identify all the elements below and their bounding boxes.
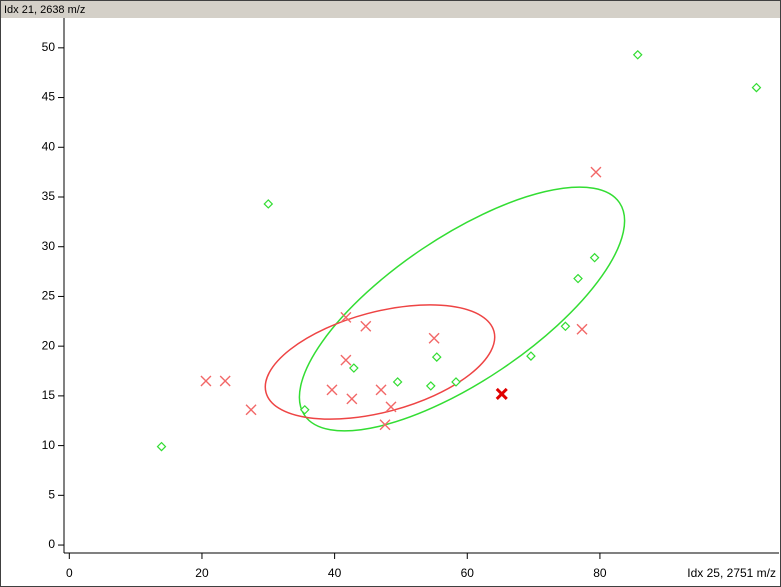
x-axis-label: Idx 25, 2751 m/z [687, 566, 776, 580]
diamond-marker [451, 377, 461, 387]
diamond-marker [589, 252, 600, 263]
point [632, 49, 643, 60]
point [751, 82, 762, 93]
diamond-marker [156, 441, 167, 452]
diamond-marker [573, 273, 583, 284]
y-tick-label: 35 [42, 189, 56, 203]
point [245, 404, 257, 416]
point [495, 387, 508, 400]
red-ellipse [264, 304, 496, 420]
green-ellipse [298, 186, 626, 432]
x-marker [200, 375, 212, 387]
point [375, 384, 387, 396]
y-tick-label: 20 [42, 338, 56, 352]
x-marker [245, 404, 257, 416]
y-tick-label: 10 [42, 438, 56, 452]
x-tick-label: 0 [66, 566, 73, 580]
x-marker [428, 332, 440, 344]
x-tick-label: 60 [461, 566, 475, 580]
x-marker [360, 320, 372, 332]
point [451, 377, 461, 387]
diamond-marker [526, 351, 536, 361]
y-tick-label: 50 [42, 40, 56, 54]
point [590, 166, 602, 178]
x-marker [590, 166, 602, 178]
y-tick-label: 45 [42, 90, 56, 104]
y-axis-label: Idx 21, 2638 m/z [4, 4, 85, 16]
x-marker [326, 384, 338, 396]
point [360, 320, 372, 332]
x-marker [346, 393, 358, 405]
point [348, 363, 359, 373]
y-tick-label: 25 [42, 289, 56, 303]
point [156, 441, 167, 452]
point [425, 381, 436, 391]
x-marker [576, 323, 588, 335]
diamond-marker [392, 377, 403, 387]
x-marker [219, 375, 231, 387]
x-marker [375, 384, 387, 396]
point [200, 375, 212, 387]
point [379, 419, 391, 431]
x-marker [340, 311, 352, 323]
point [385, 401, 397, 413]
diamond-marker [299, 404, 310, 415]
point [340, 311, 352, 323]
point [326, 384, 338, 396]
point [392, 377, 403, 387]
point [589, 252, 600, 263]
point [219, 375, 231, 387]
x-tick-label: 40 [328, 566, 342, 580]
point [299, 404, 310, 415]
point [428, 332, 440, 344]
x-tick-label: 20 [195, 566, 209, 580]
diamond-marker [425, 381, 436, 391]
point [340, 354, 352, 366]
x-marker [379, 419, 391, 431]
y-tick-label: 40 [42, 139, 56, 153]
x-marker [340, 354, 352, 366]
point [526, 351, 536, 361]
point [576, 323, 588, 335]
x-tick-label: 80 [593, 566, 607, 580]
diamond-marker [348, 363, 359, 373]
y-tick-label: 0 [48, 537, 55, 551]
point [560, 321, 571, 332]
diamond-marker [632, 49, 643, 60]
x-marker-bold [495, 387, 508, 400]
diamond-marker [751, 82, 762, 93]
title-bar [1, 1, 780, 18]
y-tick-label: 30 [42, 239, 56, 253]
diamond-marker [560, 321, 571, 332]
point [346, 393, 358, 405]
diamond-marker [263, 199, 274, 209]
point [263, 199, 274, 209]
point [573, 273, 583, 284]
x-marker [385, 401, 397, 413]
point [431, 352, 442, 362]
diamond-marker [431, 352, 442, 362]
y-tick-label: 15 [42, 388, 56, 402]
y-tick-label: 5 [48, 487, 55, 501]
